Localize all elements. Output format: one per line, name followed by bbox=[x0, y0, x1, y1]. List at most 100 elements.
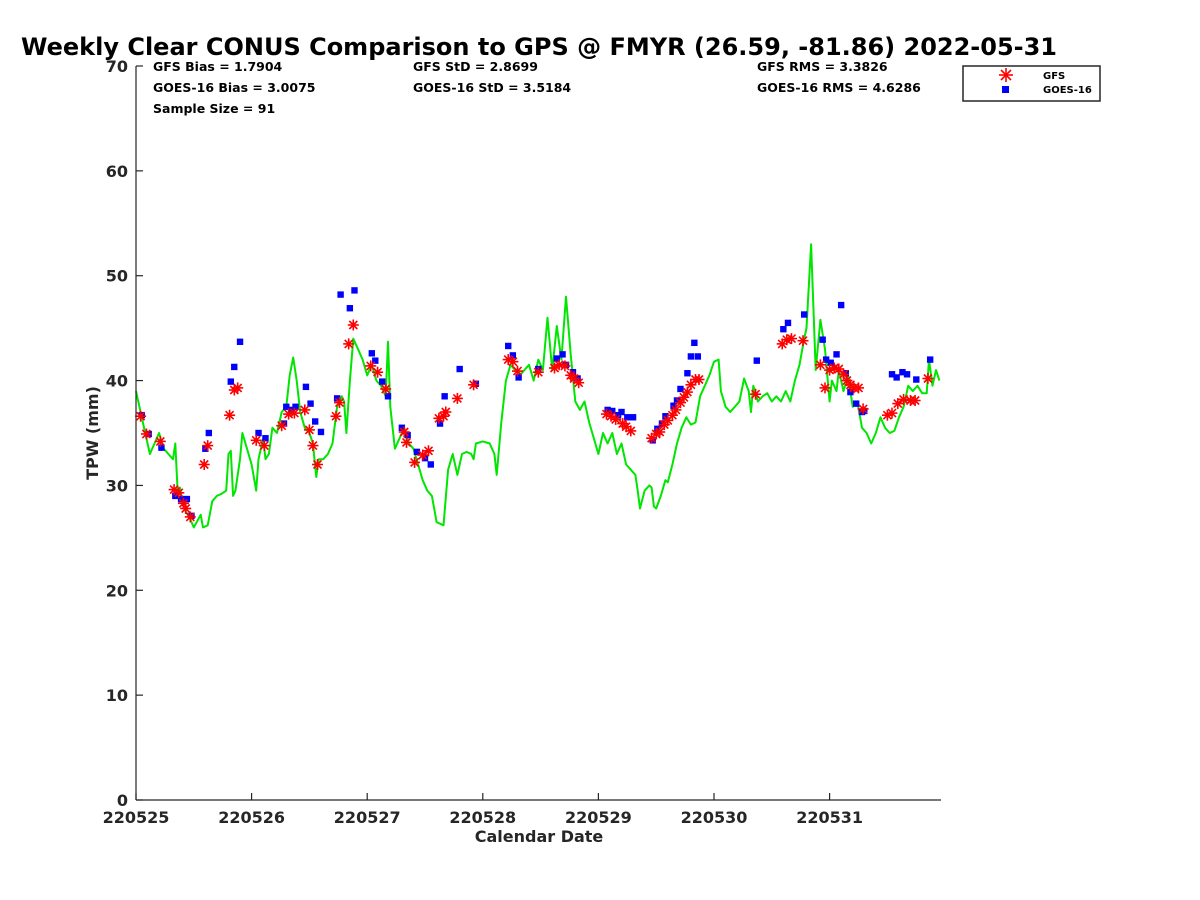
gfs-point bbox=[507, 356, 519, 368]
goes16-point bbox=[604, 406, 611, 414]
goes-std-text: GOES-16 StD = 3.5184 bbox=[413, 80, 571, 95]
goes16-point bbox=[673, 397, 681, 404]
goes16-point bbox=[677, 385, 684, 393]
gfs-point bbox=[857, 403, 869, 415]
goes16-point bbox=[800, 311, 808, 318]
gps-series-line bbox=[135, 243, 941, 529]
gfs-point bbox=[922, 373, 934, 384]
gfs-point bbox=[909, 395, 921, 406]
chart-title: Weekly Clear CONUS Comparison to GPS @ F… bbox=[21, 33, 1057, 61]
goes16-point bbox=[472, 380, 480, 387]
gfs-point bbox=[202, 440, 214, 452]
goes16-point bbox=[819, 336, 826, 343]
gfs-point bbox=[654, 426, 666, 438]
goes16-point bbox=[784, 319, 792, 327]
goes16-point bbox=[609, 407, 616, 415]
goes16-point bbox=[691, 339, 698, 347]
goes16-point bbox=[822, 356, 830, 363]
gfs-point bbox=[232, 382, 244, 394]
gfs-point bbox=[559, 360, 571, 372]
goes16-point bbox=[311, 418, 319, 425]
gfs-point bbox=[409, 456, 421, 468]
goes16-point bbox=[205, 429, 213, 437]
gfs-bias-text: GFS Bias = 1.7904 bbox=[153, 59, 283, 74]
gfs-point bbox=[401, 436, 412, 448]
gfs-point bbox=[892, 398, 904, 410]
gfs-point bbox=[693, 374, 705, 385]
gfs-point bbox=[184, 511, 196, 523]
gfs-point bbox=[154, 435, 166, 447]
gfs-point bbox=[303, 424, 315, 436]
sample-size-text: Sample Size = 91 bbox=[153, 101, 275, 116]
goes16-point bbox=[684, 370, 691, 377]
gfs-point bbox=[786, 333, 797, 345]
y-tick-label: 20 bbox=[106, 581, 128, 600]
gfs-point bbox=[625, 425, 637, 437]
legend-goes-label: GOES-16 bbox=[1043, 85, 1092, 96]
x-ticks: 220525 220526 220527 220528 220529 220530 2205… bbox=[103, 793, 863, 827]
gfs-point bbox=[198, 459, 210, 470]
gfs-point bbox=[433, 412, 445, 424]
gfs-point bbox=[886, 407, 898, 419]
gfs-point bbox=[819, 382, 831, 394]
gfs-point bbox=[440, 406, 452, 418]
x-tick-label: 220527 bbox=[334, 808, 401, 827]
goes16-point bbox=[505, 342, 512, 350]
goes16-point bbox=[456, 365, 463, 373]
gfs-point bbox=[398, 426, 410, 438]
goes16-point bbox=[509, 352, 517, 359]
gfs-point bbox=[135, 410, 147, 422]
legend: GFS GOES-16 bbox=[962, 65, 1101, 102]
gfs-point bbox=[258, 440, 270, 452]
goes16-point bbox=[379, 378, 386, 385]
goes16-point bbox=[227, 378, 234, 385]
goes16-point bbox=[780, 325, 787, 333]
y-tick-label: 50 bbox=[106, 267, 128, 286]
goes16-point bbox=[837, 301, 845, 309]
goes16-point bbox=[384, 393, 392, 400]
goes16-point bbox=[398, 424, 406, 431]
gfs-point bbox=[334, 397, 345, 409]
legend-gfs-marker bbox=[999, 68, 1013, 82]
goes16-point bbox=[670, 402, 677, 409]
legend-box bbox=[962, 65, 1101, 102]
x-tick-label: 220530 bbox=[681, 808, 748, 827]
y-tick-label: 10 bbox=[106, 686, 128, 705]
gfs-point bbox=[814, 359, 826, 371]
gfs-point bbox=[330, 410, 342, 422]
gfs-point bbox=[685, 379, 697, 391]
gfs-point bbox=[224, 409, 236, 421]
gfs-point bbox=[512, 365, 523, 377]
goes16-point bbox=[292, 403, 299, 410]
goes16-point bbox=[614, 411, 622, 419]
x-axis-label: Calendar Date bbox=[475, 827, 604, 846]
y-ticks: 0 10 20 30 40 50 60 70 bbox=[106, 57, 143, 810]
gfs-point bbox=[750, 388, 762, 400]
goes16-point bbox=[658, 420, 666, 427]
gfs-point bbox=[347, 319, 359, 331]
x-tick-label: 220529 bbox=[565, 808, 632, 827]
gfs-point bbox=[343, 338, 355, 350]
goes16-point bbox=[553, 355, 560, 362]
legend-goes-marker bbox=[1002, 86, 1009, 93]
goes16-point bbox=[687, 353, 695, 360]
goes16-point bbox=[753, 357, 760, 364]
goes16-point bbox=[427, 461, 434, 468]
gfs-point bbox=[853, 382, 864, 394]
goes16-point bbox=[368, 350, 376, 357]
gfs-point bbox=[312, 459, 323, 470]
gfs-point bbox=[140, 428, 152, 440]
goes16-point bbox=[629, 414, 637, 421]
y-tick-label: 40 bbox=[106, 372, 128, 391]
goes16-point bbox=[899, 368, 906, 376]
gfs-point bbox=[288, 407, 300, 419]
goes16-point bbox=[307, 400, 314, 407]
goes16-point bbox=[926, 356, 934, 363]
gfs-point bbox=[180, 503, 192, 514]
gfs-point bbox=[451, 392, 463, 404]
goes16-point bbox=[262, 435, 269, 442]
goes16-point bbox=[413, 448, 421, 456]
goes16-point bbox=[231, 363, 238, 371]
y-tick-label: 0 bbox=[117, 791, 128, 810]
